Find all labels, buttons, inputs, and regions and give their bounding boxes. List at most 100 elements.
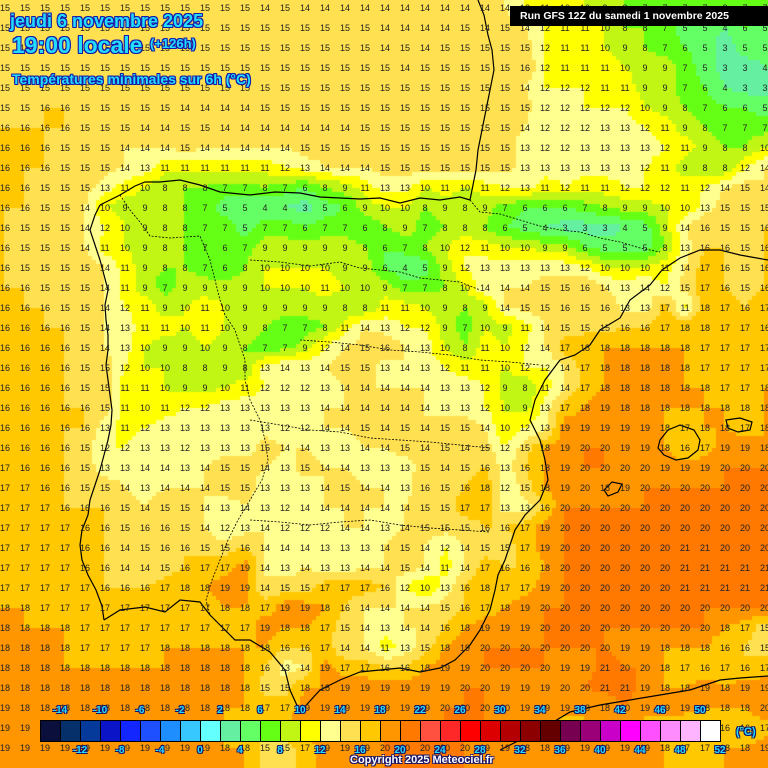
grid-value: 19 bbox=[699, 463, 710, 473]
legend-tick-label: -12 bbox=[72, 745, 88, 756]
grid-value: 7 bbox=[422, 283, 428, 293]
grid-value: 16 bbox=[59, 443, 70, 453]
grid-value: 15 bbox=[119, 23, 130, 33]
grid-value: 6 bbox=[742, 23, 748, 33]
grid-value: 18 bbox=[319, 603, 330, 613]
grid-value: 16 bbox=[39, 143, 50, 153]
legend-tick-label: 50 bbox=[694, 705, 706, 716]
grid-value: 18 bbox=[699, 383, 710, 393]
grid-value: 8 bbox=[382, 223, 388, 233]
grid-value: 19 bbox=[459, 643, 470, 653]
grid-value: 10 bbox=[119, 243, 130, 253]
grid-value: 10 bbox=[519, 243, 530, 253]
grid-value: 7 bbox=[662, 23, 668, 33]
grid-value: 7 bbox=[262, 343, 268, 353]
grid-value: 15 bbox=[19, 83, 30, 93]
grid-value: 20 bbox=[459, 743, 470, 753]
grid-value: 15 bbox=[519, 43, 530, 53]
grid-value: 17 bbox=[359, 663, 370, 673]
grid-value: 19 bbox=[319, 663, 330, 673]
grid-value: 15 bbox=[439, 523, 450, 533]
grid-value: 19 bbox=[539, 543, 550, 553]
grid-value: 17 bbox=[319, 623, 330, 633]
grid-value: 20 bbox=[599, 463, 610, 473]
grid-value: 14 bbox=[639, 283, 650, 293]
grid-value: 21 bbox=[679, 543, 690, 553]
grid-value: 19 bbox=[339, 743, 350, 753]
grid-value: 18 bbox=[19, 623, 30, 633]
grid-value: 15 bbox=[379, 143, 390, 153]
grid-value: 14 bbox=[319, 463, 330, 473]
grid-value: 17 bbox=[99, 643, 110, 653]
grid-value: 14 bbox=[479, 283, 490, 293]
grid-value: 3 bbox=[562, 223, 568, 233]
grid-value: 12 bbox=[559, 123, 570, 133]
grid-value: 20 bbox=[719, 483, 730, 493]
grid-value: 18 bbox=[299, 623, 310, 633]
grid-value: 13 bbox=[519, 263, 530, 273]
grid-value: 18 bbox=[239, 603, 250, 613]
grid-value: 14 bbox=[379, 603, 390, 613]
grid-value: 15 bbox=[39, 263, 50, 273]
grid-value: 14 bbox=[519, 123, 530, 133]
grid-value: 14 bbox=[359, 603, 370, 613]
legend-tick-label: 44 bbox=[634, 745, 646, 756]
grid-value: 15 bbox=[79, 83, 90, 93]
grid-value: 18 bbox=[679, 363, 690, 373]
grid-value: 9 bbox=[302, 303, 308, 313]
grid-value: 10 bbox=[99, 203, 110, 213]
grid-value: 14 bbox=[339, 643, 350, 653]
legend-swatch bbox=[581, 721, 601, 741]
grid-value: 16 bbox=[159, 543, 170, 553]
grid-value: 5 bbox=[322, 203, 328, 213]
grid-value: 9 bbox=[182, 343, 188, 353]
grid-value: 13 bbox=[319, 443, 330, 453]
grid-value: 14 bbox=[319, 483, 330, 493]
grid-value: 15 bbox=[459, 83, 470, 93]
legend-tick-label: 10 bbox=[294, 705, 306, 716]
grid-value: 10 bbox=[499, 403, 510, 413]
grid-value: 19 bbox=[559, 463, 570, 473]
grid-value: 19 bbox=[739, 443, 750, 453]
grid-value: 9 bbox=[682, 123, 688, 133]
spain-region-border-2 bbox=[299, 339, 541, 366]
grid-value: 7 bbox=[322, 223, 328, 233]
grid-value: 18 bbox=[99, 663, 110, 673]
grid-value: 17 bbox=[459, 503, 470, 513]
grid-value: 9 bbox=[242, 283, 248, 293]
grid-value: 16 bbox=[679, 443, 690, 453]
grid-value: 16 bbox=[19, 323, 30, 333]
grid-value: 15 bbox=[539, 303, 550, 313]
grid-value: 16 bbox=[79, 503, 90, 513]
grid-value: 9 bbox=[342, 263, 348, 273]
grid-value: 16 bbox=[119, 583, 130, 593]
grid-value: 20 bbox=[619, 623, 630, 633]
grid-value: 14 bbox=[599, 283, 610, 293]
grid-value: 18 bbox=[219, 743, 230, 753]
grid-value: 15 bbox=[139, 63, 150, 73]
grid-value: 20 bbox=[519, 663, 530, 673]
legend-tick-label: 20 bbox=[394, 745, 406, 756]
grid-value: 20 bbox=[759, 703, 768, 713]
grid-value: 11 bbox=[160, 323, 170, 333]
grid-value: 14 bbox=[299, 123, 310, 133]
grid-value: 13 bbox=[159, 443, 170, 453]
grid-value: 17 bbox=[79, 603, 90, 613]
grid-value: 13 bbox=[319, 563, 330, 573]
grid-value: 14 bbox=[419, 43, 430, 53]
grid-value: 14 bbox=[399, 383, 410, 393]
grid-value: 19 bbox=[639, 683, 650, 693]
grid-value: 13 bbox=[199, 423, 210, 433]
grid-value: 3 bbox=[582, 223, 588, 233]
legend-swatch bbox=[61, 721, 81, 741]
grid-value: 13 bbox=[339, 443, 350, 453]
grid-value: 18 bbox=[659, 383, 670, 393]
grid-value: 19 bbox=[339, 703, 350, 713]
grid-value: 12 bbox=[199, 403, 210, 413]
grid-value: 17 bbox=[739, 323, 750, 333]
grid-value: 16 bbox=[719, 643, 730, 653]
grid-value: 18 bbox=[579, 403, 590, 413]
grid-value: 16 bbox=[0, 303, 10, 313]
grid-value: 14 bbox=[399, 623, 410, 633]
